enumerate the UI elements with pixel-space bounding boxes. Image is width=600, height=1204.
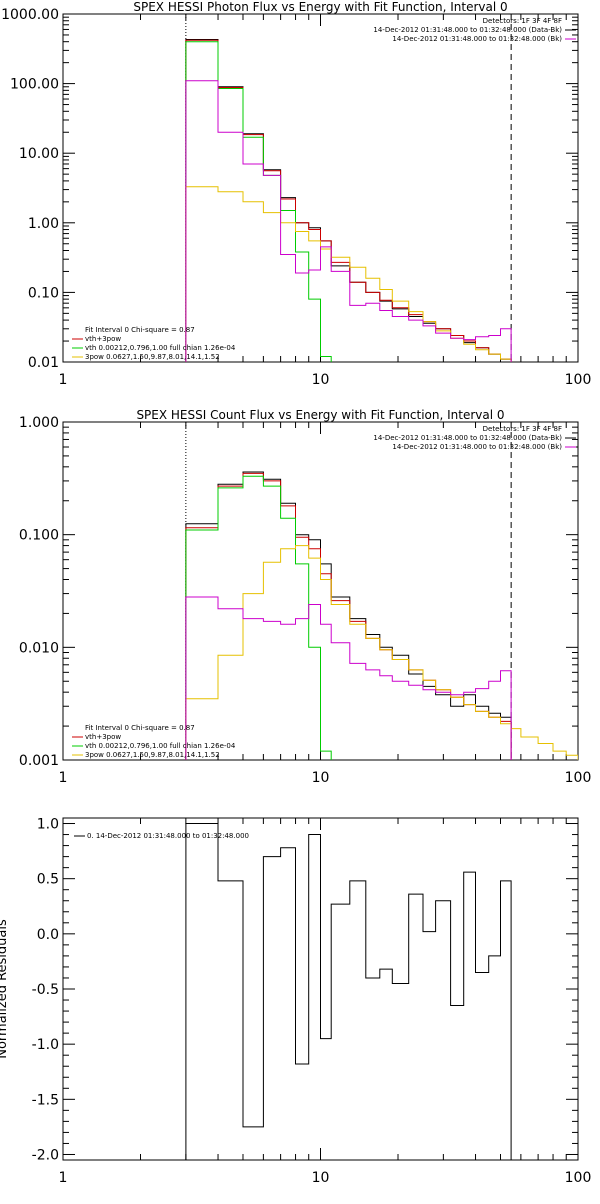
legend-entry: vth+3pow [85, 335, 121, 343]
series-vth+3pow [185, 39, 512, 362]
y-tick-label: 1000.00 [1, 7, 59, 23]
y-tick-label: 0.10 [28, 285, 59, 301]
legend-entry: Detectors: 1F 3F 4F 8F [483, 425, 562, 433]
legend-entry: 3pow 0.0627,1.50,9.87,8.01,14.1,1.52 [85, 353, 220, 361]
legend-entry: 14-Dec-2012 01:31:48.000 to 01:32:48.000… [373, 26, 562, 34]
panel-2 [62, 817, 579, 1161]
y-tick-label: 1.0 [37, 817, 59, 833]
y-tick-label: 10.00 [19, 146, 59, 162]
x-tick-label: 100 [565, 1170, 592, 1186]
y-tick-label: 1.000 [19, 415, 59, 431]
legend-entry: Fit Interval 0 Chi-square = 0.87 [85, 724, 195, 732]
chart-title: SPEX HESSI Photon Flux vs Energy with Fi… [133, 0, 507, 14]
x-tick-label: 1 [59, 770, 68, 786]
series-vth [185, 41, 351, 362]
legend-entry: 3pow 0.0627,1.50,9.87,8.01,14.1,1.52 [85, 751, 220, 759]
y-tick-label: 1.00 [28, 216, 59, 232]
series-3pow [185, 186, 512, 362]
series-Bk [185, 80, 512, 362]
y-tick-label: -1.5 [32, 1092, 59, 1108]
series-Bk [185, 596, 512, 760]
series-vth [185, 475, 351, 760]
x-tick-label: 100 [565, 372, 592, 388]
legend-entry: vth 0.00212,0.796,1.00 full chian 1.26e-… [85, 344, 236, 352]
y-tick-label: -1.0 [32, 1037, 59, 1053]
x-tick-label: 1 [59, 1170, 68, 1186]
x-tick-label: 1 [59, 372, 68, 388]
legend-entry: 14-Dec-2012 01:31:48.000 to 01:32:48.000… [392, 35, 562, 43]
y-tick-label: 0.5 [37, 872, 59, 888]
y-tick-label: -0.5 [32, 982, 59, 998]
y-tick-label: 100.00 [10, 77, 59, 93]
y-tick-label: 0.001 [19, 753, 59, 769]
y-tick-label: -2.0 [32, 1147, 59, 1163]
legend-entry: vth 0.00212,0.796,1.00 full chian 1.26e-… [85, 742, 236, 750]
legend-entry: 14-Dec-2012 01:31:48.000 to 01:32:48.000… [373, 434, 562, 442]
legend-entry: 0. 14-Dec-2012 01:31:48.000 to 01:32:48.… [87, 832, 249, 840]
legend-entry: Detectors: 1F 3F 4F 8F [483, 17, 562, 25]
series-residuals [185, 823, 512, 1160]
panel-1 [62, 421, 579, 761]
y-tick-label: 0.100 [19, 528, 59, 544]
legend-entry: 14-Dec-2012 01:31:48.000 to 01:32:48.000… [392, 443, 562, 451]
series-Data-Bk [185, 471, 512, 760]
series-3pow [185, 545, 578, 760]
x-tick-label: 10 [312, 372, 330, 388]
y-tick-label: 0.01 [28, 355, 59, 371]
panel-0 [62, 13, 579, 363]
series-vth+3pow [185, 472, 512, 760]
legend-entry: vth+3pow [85, 733, 121, 741]
y-tick-label: 0.0 [37, 927, 59, 943]
x-tick-label: 10 [312, 1170, 330, 1186]
y-tick-label: 0.010 [19, 640, 59, 656]
chart-title: SPEX HESSI Count Flux vs Energy with Fit… [136, 408, 504, 422]
legend-entry: Fit Interval 0 Chi-square = 0.87 [85, 326, 195, 334]
y-axis-label: Normalized Residuals [0, 919, 10, 1059]
x-tick-label: 100 [565, 770, 592, 786]
x-tick-label: 10 [312, 770, 330, 786]
